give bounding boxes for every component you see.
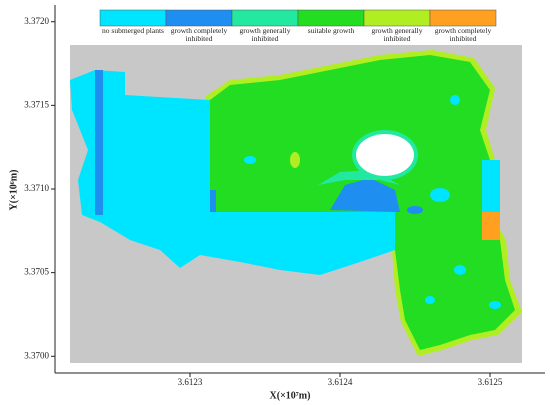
spot bbox=[290, 152, 300, 168]
map-zones bbox=[70, 50, 522, 356]
y-tick-label: 3.3705 bbox=[24, 267, 49, 277]
legend-swatch bbox=[297, 9, 365, 27]
spot bbox=[425, 296, 435, 304]
y-tick-label: 3.3720 bbox=[24, 16, 49, 26]
legend-swatch bbox=[363, 9, 431, 27]
island bbox=[356, 134, 414, 176]
y-tick-label: 3.3700 bbox=[24, 350, 49, 360]
y-axis-label: Y(×10⁶m) bbox=[8, 170, 19, 211]
legend-label: growth completely inhibited bbox=[170, 26, 228, 43]
zone-inhibited bbox=[210, 190, 216, 212]
x-axis-label: X(×10⁷m) bbox=[270, 390, 311, 401]
legend-label: suitable growth bbox=[307, 26, 355, 35]
spot bbox=[489, 301, 501, 309]
legend-label: no submerged plants bbox=[102, 26, 164, 35]
zone-no-plants bbox=[482, 160, 500, 212]
x-tick-label: 3.6124 bbox=[328, 377, 353, 387]
zone-no-plants bbox=[70, 70, 395, 275]
legend-swatch bbox=[231, 9, 299, 27]
spot bbox=[407, 206, 423, 214]
spot bbox=[430, 188, 450, 202]
legend-swatch bbox=[429, 9, 497, 27]
legend-label: growth completely inhibited bbox=[434, 26, 492, 43]
spot bbox=[244, 156, 256, 164]
legend-label: growth generally inhibited bbox=[239, 26, 291, 43]
legend-label: growth generally inhibited bbox=[371, 26, 423, 43]
legend-swatch bbox=[165, 9, 233, 27]
x-tick-label: 3.6125 bbox=[478, 377, 503, 387]
zone-generally bbox=[318, 170, 400, 185]
y-tick-label: 3.3715 bbox=[24, 99, 49, 109]
y-tick-label: 3.3710 bbox=[24, 183, 49, 193]
zone-inhibited bbox=[95, 70, 103, 215]
legend-swatch bbox=[99, 9, 167, 27]
x-tick-label: 3.6123 bbox=[178, 377, 203, 387]
zone-severe bbox=[482, 212, 500, 240]
spot bbox=[450, 95, 460, 105]
spot bbox=[454, 265, 466, 275]
zone-inhibited bbox=[330, 178, 400, 212]
